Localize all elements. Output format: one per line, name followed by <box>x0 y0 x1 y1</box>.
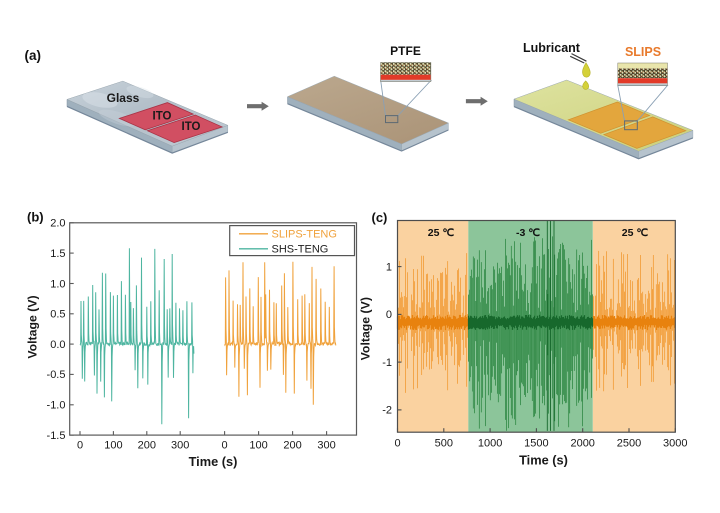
svg-text:300: 300 <box>171 440 189 452</box>
svg-text:25 ℃: 25 ℃ <box>428 227 455 239</box>
svg-text:0.0: 0.0 <box>50 339 65 351</box>
svg-text:Voltage (V): Voltage (V) <box>26 295 40 358</box>
svg-text:PTFE: PTFE <box>390 44 421 58</box>
svg-text:1.5: 1.5 <box>50 248 65 260</box>
svg-text:2000: 2000 <box>570 438 594 450</box>
svg-text:1: 1 <box>386 261 392 273</box>
svg-text:2.0: 2.0 <box>50 218 65 230</box>
svg-text:200: 200 <box>138 440 156 452</box>
svg-text:Time (s): Time (s) <box>519 453 568 468</box>
svg-text:ITO: ITO <box>182 121 201 133</box>
svg-text:0.5: 0.5 <box>50 309 65 321</box>
svg-text:1.0: 1.0 <box>50 278 65 290</box>
svg-text:Lubricant: Lubricant <box>523 41 581 55</box>
svg-text:2500: 2500 <box>617 438 641 450</box>
svg-text:100: 100 <box>249 440 267 452</box>
svg-text:Glass: Glass <box>107 91 140 105</box>
svg-text:-2: -2 <box>382 405 392 417</box>
svg-text:SHS-TENG: SHS-TENG <box>272 244 329 256</box>
svg-text:500: 500 <box>435 438 453 450</box>
svg-text:SLIPS-TENG: SLIPS-TENG <box>272 229 337 241</box>
svg-text:0: 0 <box>394 438 400 450</box>
svg-text:0: 0 <box>77 440 83 452</box>
svg-text:300: 300 <box>317 440 335 452</box>
svg-text:Voltage (V): Voltage (V) <box>359 297 373 360</box>
svg-text:200: 200 <box>283 440 301 452</box>
svg-text:1000: 1000 <box>478 438 502 450</box>
svg-text:1500: 1500 <box>524 438 548 450</box>
svg-text:(c): (c) <box>372 210 388 225</box>
svg-text:25 ℃: 25 ℃ <box>622 227 649 239</box>
svg-text:Time (s): Time (s) <box>189 454 238 469</box>
svg-text:-3 ℃: -3 ℃ <box>516 227 540 239</box>
svg-text:-1.5: -1.5 <box>47 430 66 442</box>
svg-text:SLIPS: SLIPS <box>625 45 661 59</box>
svg-text:(b): (b) <box>27 210 44 225</box>
svg-text:-1: -1 <box>382 357 392 369</box>
svg-text:-1.0: -1.0 <box>47 400 66 412</box>
svg-text:0: 0 <box>222 440 228 452</box>
svg-text:0: 0 <box>386 309 392 321</box>
svg-text:100: 100 <box>104 440 122 452</box>
svg-text:3000: 3000 <box>663 438 687 450</box>
svg-text:ITO: ITO <box>153 111 172 123</box>
svg-text:-0.5: -0.5 <box>47 369 66 381</box>
svg-text:(a): (a) <box>25 48 42 63</box>
